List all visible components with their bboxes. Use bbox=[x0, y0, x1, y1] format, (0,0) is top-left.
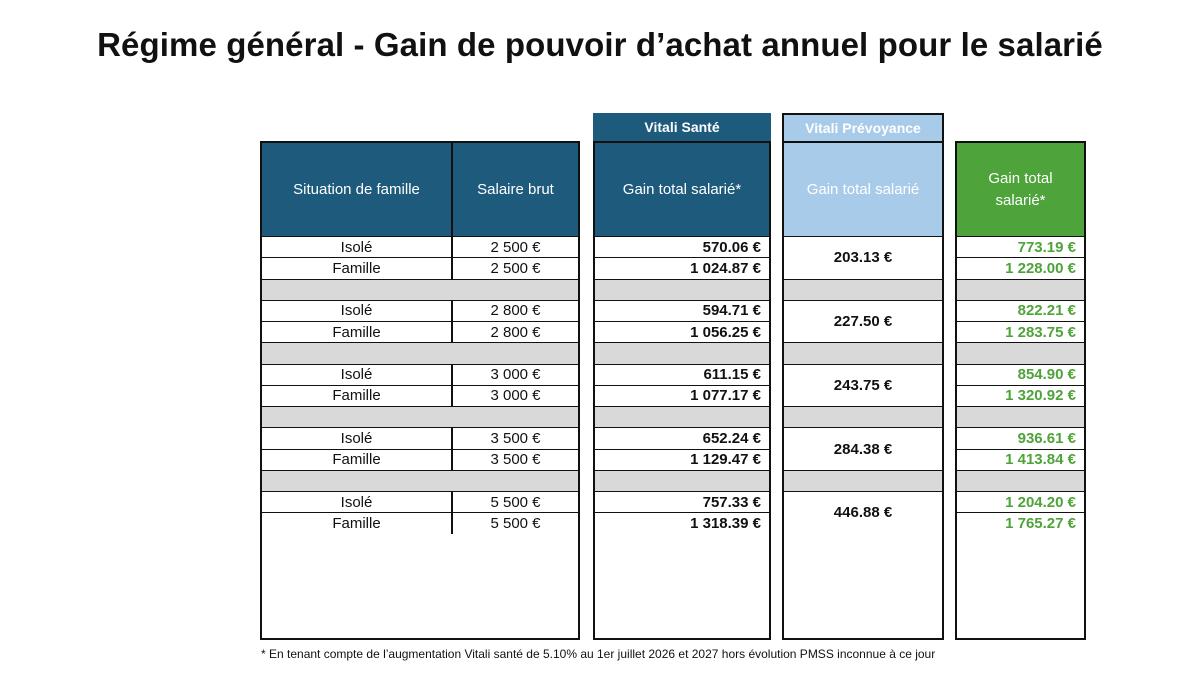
gain-prevoyance-cell: 446.88 € bbox=[784, 491, 942, 534]
gain-total-cell: 822.21 € bbox=[957, 299, 1084, 321]
situation-cell: Isolé bbox=[262, 491, 451, 512]
separator-row bbox=[262, 342, 578, 364]
gain-total-cell: 854.90 € bbox=[957, 363, 1084, 385]
header-gain-total: Gain total salarié* bbox=[957, 143, 1084, 236]
gain-sante-cell: 652.24 € bbox=[595, 427, 769, 448]
separator-row bbox=[957, 278, 1084, 300]
separator-row bbox=[784, 342, 942, 364]
situation-cell: Famille bbox=[262, 512, 451, 533]
separator-row bbox=[957, 406, 1084, 428]
salaire-cell: 5 500 € bbox=[451, 512, 578, 534]
gain-sante-cell: 611.15 € bbox=[595, 363, 769, 385]
header-situation: Situation de famille bbox=[262, 143, 451, 236]
separator-row bbox=[262, 406, 578, 428]
gain-prevoyance-cell: 227.50 € bbox=[784, 299, 942, 343]
gain-total-cell: 936.61 € bbox=[957, 427, 1084, 448]
footnote: * En tenant compte de l’augmentation Vit… bbox=[261, 647, 936, 661]
situation-cell: Famille bbox=[262, 321, 451, 342]
vitali-prevoyance-label: Vitali Prévoyance bbox=[782, 113, 944, 141]
salaire-cell: 5 500 € bbox=[451, 491, 578, 513]
separator-row bbox=[262, 278, 578, 300]
gain-total-cell: 773.19 € bbox=[957, 236, 1084, 257]
gain-total-cell: 1 320.92 € bbox=[957, 384, 1084, 406]
situation-cell: Isolé bbox=[262, 427, 451, 448]
gain-sante-cell: 757.33 € bbox=[595, 491, 769, 512]
situation-cell: Isolé bbox=[262, 236, 451, 257]
gain-prevoyance-cell: 243.75 € bbox=[784, 363, 942, 407]
situation-salary-table: Situation de famille Salaire brut Isolé 2… bbox=[260, 141, 580, 640]
gain-sante-cell: 1 129.47 € bbox=[595, 448, 769, 470]
salaire-cell: 2 800 € bbox=[451, 299, 578, 321]
gain-sante-cell: 1 077.17 € bbox=[595, 384, 769, 406]
gain-prevoyance-cell: 284.38 € bbox=[784, 427, 942, 470]
separator-row bbox=[595, 469, 769, 491]
gain-sante-cell: 1 056.25 € bbox=[595, 321, 769, 342]
separator-row bbox=[784, 278, 942, 300]
page-title: Régime général - Gain de pouvoir d’achat… bbox=[97, 26, 1103, 63]
gain-sante-cell: 570.06 € bbox=[595, 236, 769, 257]
gain-total-cell: 1 228.00 € bbox=[957, 257, 1084, 278]
gain-total-cell: 1 765.27 € bbox=[957, 512, 1084, 533]
situation-cell: Isolé bbox=[262, 299, 451, 321]
salaire-cell: 3 000 € bbox=[451, 384, 578, 406]
gain-prevoyance-cell: 203.13 € bbox=[784, 236, 942, 279]
separator-row bbox=[784, 406, 942, 428]
gain-sante-cell: 594.71 € bbox=[595, 299, 769, 321]
salaire-cell: 3 500 € bbox=[451, 448, 578, 470]
separator-row bbox=[262, 469, 578, 491]
situation-cell: Isolé bbox=[262, 363, 451, 385]
salaire-cell: 3 000 € bbox=[451, 363, 578, 385]
gain-total-cell: 1 204.20 € bbox=[957, 491, 1084, 512]
separator-row bbox=[595, 278, 769, 300]
separator-row bbox=[957, 342, 1084, 364]
separator-row bbox=[595, 342, 769, 364]
gain-total-table: Gain total salarié* 773.19 €1 228.00 € 82… bbox=[955, 141, 1086, 640]
header-salaire: Salaire brut bbox=[451, 143, 578, 236]
salaire-cell: 2 500 € bbox=[451, 257, 578, 279]
gain-total-cell: 1 283.75 € bbox=[957, 321, 1084, 342]
gain-sante-cell: 1 318.39 € bbox=[595, 512, 769, 533]
separator-row bbox=[957, 469, 1084, 491]
situation-cell: Famille bbox=[262, 384, 451, 406]
header-gain-sante: Gain total salarié* bbox=[595, 143, 769, 236]
situation-cell: Famille bbox=[262, 448, 451, 470]
vitali-sante-table: Gain total salarié* 570.06 €1 024.87 € 59… bbox=[593, 141, 771, 640]
situation-cell: Famille bbox=[262, 257, 451, 278]
salaire-cell: 3 500 € bbox=[451, 427, 578, 449]
salaire-cell: 2 800 € bbox=[451, 321, 578, 343]
vitali-prevoyance-table: Gain total salarié 203.13 € 227.50 € 243.7… bbox=[782, 141, 944, 640]
separator-row bbox=[595, 406, 769, 428]
salaire-cell: 2 500 € bbox=[451, 236, 578, 258]
vitali-sante-label: Vitali Santé bbox=[593, 113, 771, 141]
header-gain-prevoyance: Gain total salarié bbox=[784, 143, 942, 236]
gain-sante-cell: 1 024.87 € bbox=[595, 257, 769, 278]
gain-total-cell: 1 413.84 € bbox=[957, 448, 1084, 470]
separator-row bbox=[784, 469, 942, 491]
